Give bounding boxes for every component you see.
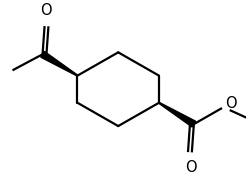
Polygon shape — [159, 102, 196, 127]
Text: O: O — [225, 96, 236, 111]
Text: O: O — [185, 160, 197, 175]
Polygon shape — [41, 51, 78, 76]
Text: O: O — [40, 3, 51, 18]
